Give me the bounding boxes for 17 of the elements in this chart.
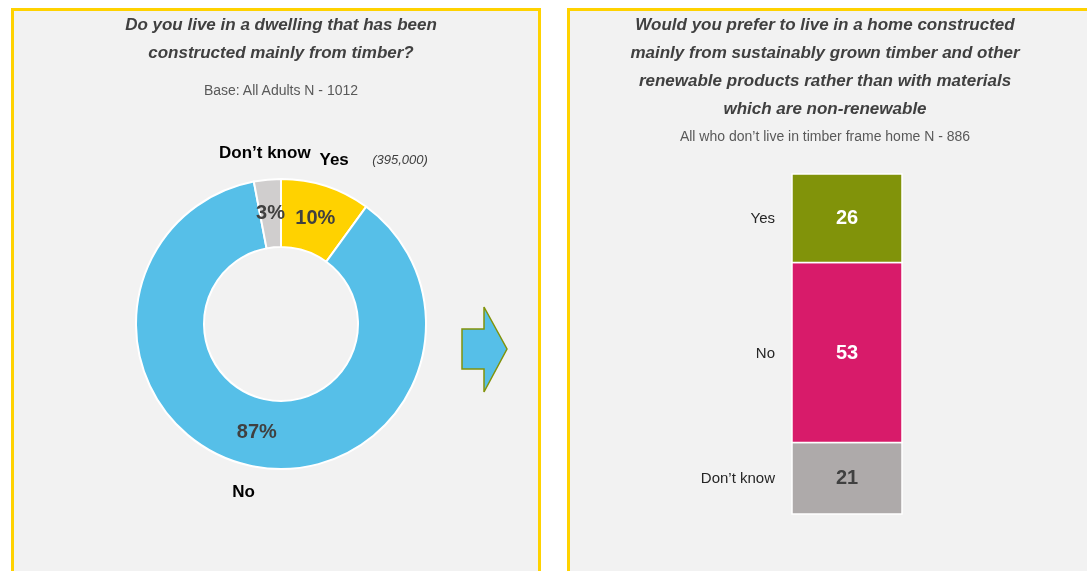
chart-title: Do you live in a dwelling that has been constructed mainly from timber? xyxy=(125,15,437,62)
chart-subtitle: All who don’t live in timber frame home N - 886 xyxy=(679,128,971,145)
data-label: 53 xyxy=(835,340,859,363)
slice-label: Yes xyxy=(319,150,349,170)
chart-subtitle: Base: All Adults N - 1012 xyxy=(203,82,359,98)
slice-label: Don’t know xyxy=(219,142,312,162)
data-label: 10% xyxy=(295,206,336,229)
data-label: 26 xyxy=(835,206,859,229)
series-label: Don’t know xyxy=(700,469,776,487)
donut-slice xyxy=(135,180,427,470)
text: (395,000) xyxy=(372,152,428,168)
series-label: No xyxy=(755,343,775,361)
data-label: 87% xyxy=(236,420,278,443)
slice-label: No xyxy=(232,481,255,501)
series-label: Yes xyxy=(750,209,775,227)
chart-title: Would you prefer to live in a home constructed mainly from sustainably grown timber and other renewable products rather than with materials which are non-renewable xyxy=(630,15,1021,119)
data-label: 21 xyxy=(835,466,859,489)
